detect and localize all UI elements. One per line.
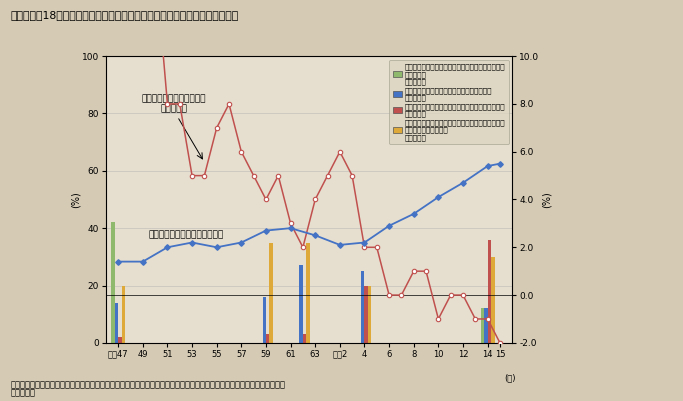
- Bar: [368, 286, 372, 343]
- Bar: [491, 257, 494, 343]
- Text: 作成。: 作成。: [10, 388, 36, 397]
- Bar: [488, 240, 491, 343]
- Bar: [481, 308, 484, 343]
- Text: 第１－序－18図　女性が職業をもつことに対する男性の意識変化と経済情勢: 第１－序－18図 女性が職業をもつことに対する男性の意識変化と経済情勢: [10, 10, 238, 20]
- Bar: [361, 271, 365, 343]
- Y-axis label: (%): (%): [542, 191, 552, 208]
- Text: （備考）総務省「労働力調査」，厚生労働省「賃金構造基本統計調査」，内閣府「男女共同参画に関する世論調査」等より: （備考）総務省「労働力調査」，厚生労働省「賃金構造基本統計調査」，内閣府「男女共…: [10, 381, 285, 390]
- Bar: [266, 334, 269, 343]
- Bar: [269, 243, 273, 343]
- Bar: [118, 337, 122, 343]
- Text: (年): (年): [504, 373, 516, 382]
- Legend: 女性は職業をもたない，もしくは結婚するまでもつ
ほうがよい
（左目盛）, 子どもができるまでは職業をもつほうがよい
（左目盛）, 子どもができてもずっと職業をつ: 女性は職業をもたない，もしくは結婚するまでもつ ほうがよい （左目盛）, 子ども…: [389, 60, 509, 144]
- Bar: [115, 303, 118, 343]
- Y-axis label: (%): (%): [70, 191, 81, 208]
- Text: 所定内給与（男性）前年比
（右目盛）: 所定内給与（男性）前年比 （右目盛）: [141, 94, 206, 113]
- Bar: [262, 297, 266, 343]
- Bar: [484, 308, 488, 343]
- Bar: [303, 334, 307, 343]
- Bar: [111, 223, 115, 343]
- Bar: [307, 243, 310, 343]
- Text: 完全失業率（男性）（右目盛）: 完全失業率（男性）（右目盛）: [149, 231, 224, 240]
- Bar: [299, 265, 303, 343]
- Bar: [365, 286, 368, 343]
- Bar: [122, 286, 125, 343]
